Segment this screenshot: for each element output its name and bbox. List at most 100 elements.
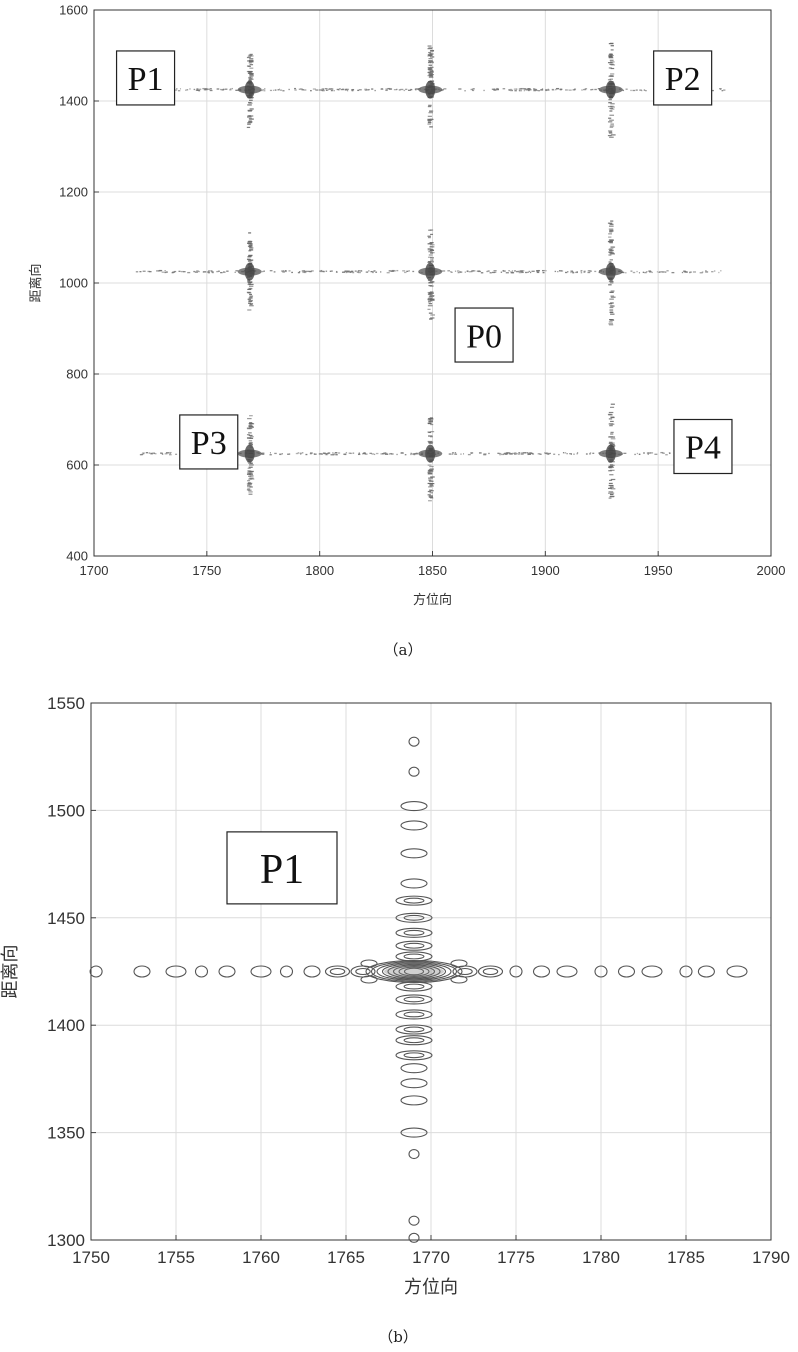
sidelobe-mark — [609, 226, 614, 227]
sidelobe-mark — [608, 237, 611, 238]
sidelobe-mark — [610, 424, 614, 425]
y-tick-label: 1400 — [47, 1016, 85, 1035]
sidelobe-mark — [149, 271, 152, 272]
sidelobe-mark — [247, 57, 251, 58]
x-tick-label: 1775 — [497, 1248, 535, 1267]
sidelobe-mark — [320, 453, 322, 454]
sidelobe-mark — [232, 88, 233, 89]
sidelobe-mark — [609, 133, 613, 134]
sidelobe-mark — [428, 55, 432, 56]
main-lobe — [384, 966, 444, 978]
sidelobe-mark — [689, 271, 691, 272]
sidelobe-mark — [250, 486, 253, 487]
sidelobe-mark — [610, 433, 613, 434]
sidelobe-mark — [391, 88, 392, 89]
sidelobe-mark — [381, 88, 383, 89]
sidelobe-mark — [720, 270, 721, 271]
sidelobe-mark — [428, 472, 433, 473]
sidelobe-mark — [247, 243, 251, 244]
sidelobe-mark — [609, 474, 613, 475]
sidelobe-mark — [294, 89, 296, 90]
sidelobe-mark — [364, 453, 366, 454]
sidelobe-mark — [428, 261, 431, 262]
sidelobe-mark — [250, 438, 254, 439]
sidelobe-mark — [387, 272, 390, 273]
sidelobe-mark — [429, 126, 433, 127]
x-tick-label: 1790 — [752, 1248, 790, 1267]
sidelobe-mark — [483, 454, 486, 455]
sidelobe-mark — [608, 130, 612, 131]
sidelobe-mark — [229, 89, 231, 90]
sidelobe-mark — [630, 270, 632, 271]
sidelobe-mark — [609, 324, 613, 325]
sidelobe-mark — [430, 71, 434, 72]
sidelobe-mark — [294, 88, 296, 89]
sidelobe-mark — [288, 89, 289, 90]
sidelobe-mark — [514, 270, 516, 271]
sidelobe-mark — [452, 452, 454, 453]
sidelobe-mark — [428, 421, 431, 422]
sidelobe-mark — [330, 454, 332, 455]
sidelobe-mark — [428, 305, 433, 306]
sidelobe-mark — [166, 271, 168, 272]
sidelobe-mark — [428, 441, 433, 442]
sidelobe-mark — [450, 271, 452, 272]
sidelobe-mark — [322, 90, 325, 91]
sidelobe-mark — [429, 254, 433, 255]
sidelobe-mark — [187, 89, 189, 90]
sidelobe-mark — [609, 137, 614, 138]
sidelobe-mark — [250, 108, 254, 109]
sidelobe-mark — [166, 452, 169, 453]
sidelobe-mark — [567, 271, 568, 272]
chart-panel-b: 1750175517601765177017751780178517901300… — [0, 694, 790, 1346]
sidelobe-mark — [537, 270, 540, 271]
sidelobe-mark — [249, 426, 254, 427]
sidelobe-mark — [172, 272, 174, 273]
sidelobe-mark — [509, 453, 512, 454]
sidelobe-mark — [610, 108, 614, 109]
sidelobe-mark — [472, 270, 474, 271]
sidelobe-mark — [609, 496, 614, 497]
sidelobe-mark — [644, 272, 647, 273]
sidelobe-mark — [608, 249, 612, 250]
sidelobe-mark — [346, 452, 347, 453]
x-tick-label: 1760 — [242, 1248, 280, 1267]
sidelobe-mark — [610, 487, 614, 488]
sidelobe-mark — [608, 284, 611, 285]
sidelobe-mark — [298, 272, 299, 273]
sidelobe-mark — [249, 288, 252, 289]
sidelobe-mark — [637, 271, 638, 272]
x-tick-label: 1900 — [531, 563, 560, 578]
sidelobe-mark — [429, 70, 434, 71]
sidelobe-mark — [427, 309, 430, 310]
sidelobe-mark — [626, 89, 628, 90]
sidelobe-mark — [304, 272, 306, 273]
sidelobe-mark — [328, 452, 330, 453]
sidelobe-mark — [584, 271, 586, 272]
sidelobe-mark — [331, 90, 333, 91]
sidelobe-mark — [428, 69, 432, 70]
sidelobe-mark — [415, 453, 418, 454]
sidelobe-mark — [331, 270, 333, 271]
sidelobe-mark — [609, 498, 612, 499]
sidelobe-mark — [250, 475, 254, 476]
sidelobe-mark — [347, 270, 350, 271]
sidelobe-mark — [249, 297, 253, 298]
sidelobe-mark — [529, 271, 531, 272]
sidelobe-mark — [248, 71, 253, 72]
sidelobe-mark — [558, 454, 559, 455]
sidelobe-mark — [296, 453, 299, 454]
sidelobe-mark — [248, 432, 252, 433]
sidelobe-mark — [609, 75, 612, 76]
sidelobe-mark — [609, 480, 612, 481]
sidelobe-mark — [457, 270, 459, 271]
sidelobe-mark — [197, 90, 200, 91]
sidelobe-mark — [428, 442, 432, 443]
sidelobe-mark — [315, 89, 318, 90]
main-lobe — [425, 81, 435, 99]
sidelobe-mark — [274, 453, 276, 454]
sidelobe-mark — [249, 247, 253, 248]
sidelobe-mark — [428, 106, 431, 107]
sidelobe-mark — [249, 61, 253, 62]
sidelobe-mark — [520, 88, 521, 89]
